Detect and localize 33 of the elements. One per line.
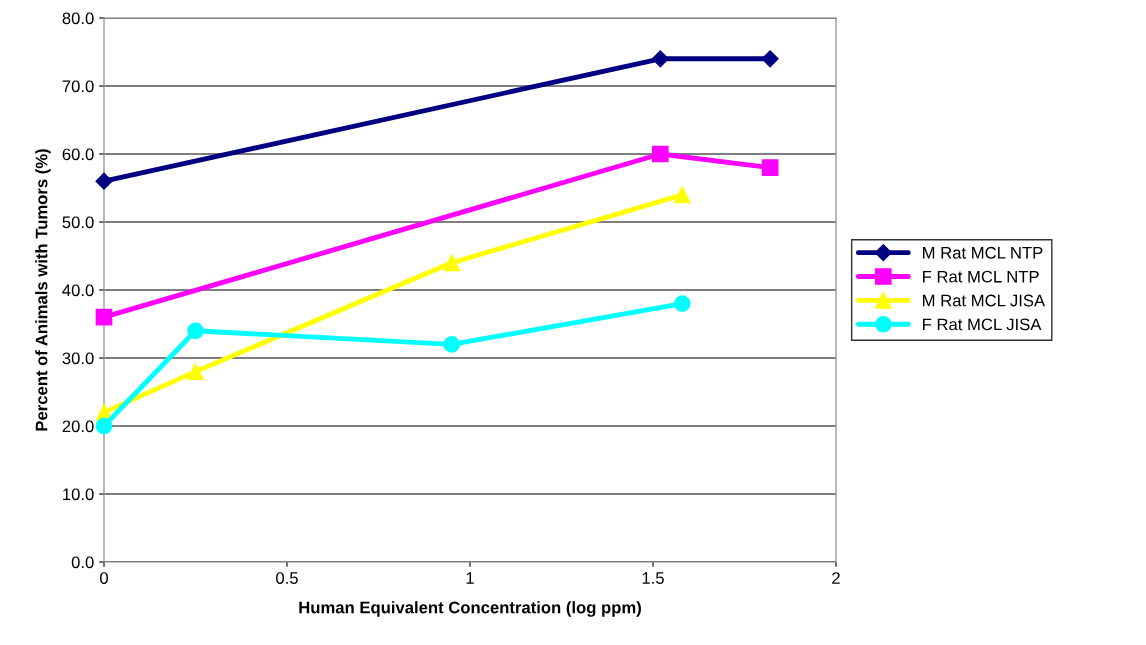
y-tick-label: 30.0 [62,352,94,365]
y-tick-label: 40.0 [62,284,94,297]
point [95,308,113,326]
point [187,322,204,340]
point [95,417,113,435]
x-tick-label: 0.5 [276,572,298,584]
legend-label: M Rat MCL NTP [923,246,1043,259]
point [95,172,113,190]
point [187,363,204,380]
legend-label: F Rat MCL JISA [923,318,1042,331]
point [651,145,669,163]
legend-label: F Rat MCL NTP [923,270,1039,283]
point [761,50,779,68]
point [761,159,779,176]
legend-label: M Rat MCL JISA [923,294,1046,307]
x-tick-label: 2 [832,572,840,584]
x-axis-title: Human Equivalent Concentration (log ppm) [299,601,641,617]
x-tick-label: 1.5 [642,572,664,584]
point [443,254,461,272]
y-tick-label: 0.0 [71,556,94,569]
point [443,336,461,353]
point [651,50,669,68]
y-tick-label: 10.0 [63,488,94,501]
y-tick-label: 50.0 [62,216,94,229]
y-tick-label: 70.0 [62,80,94,93]
y-tick-label: 80.0 [62,12,94,25]
point [673,186,691,204]
x-tick-label: 1 [466,572,474,584]
y-tick-label: 60.0 [62,148,94,161]
x-tick-label: 0 [100,572,108,584]
y-axis-title: Percent of Animals with Tumors (%) [35,149,51,431]
point [673,295,691,312]
y-tick-label: 20.0 [62,420,94,433]
